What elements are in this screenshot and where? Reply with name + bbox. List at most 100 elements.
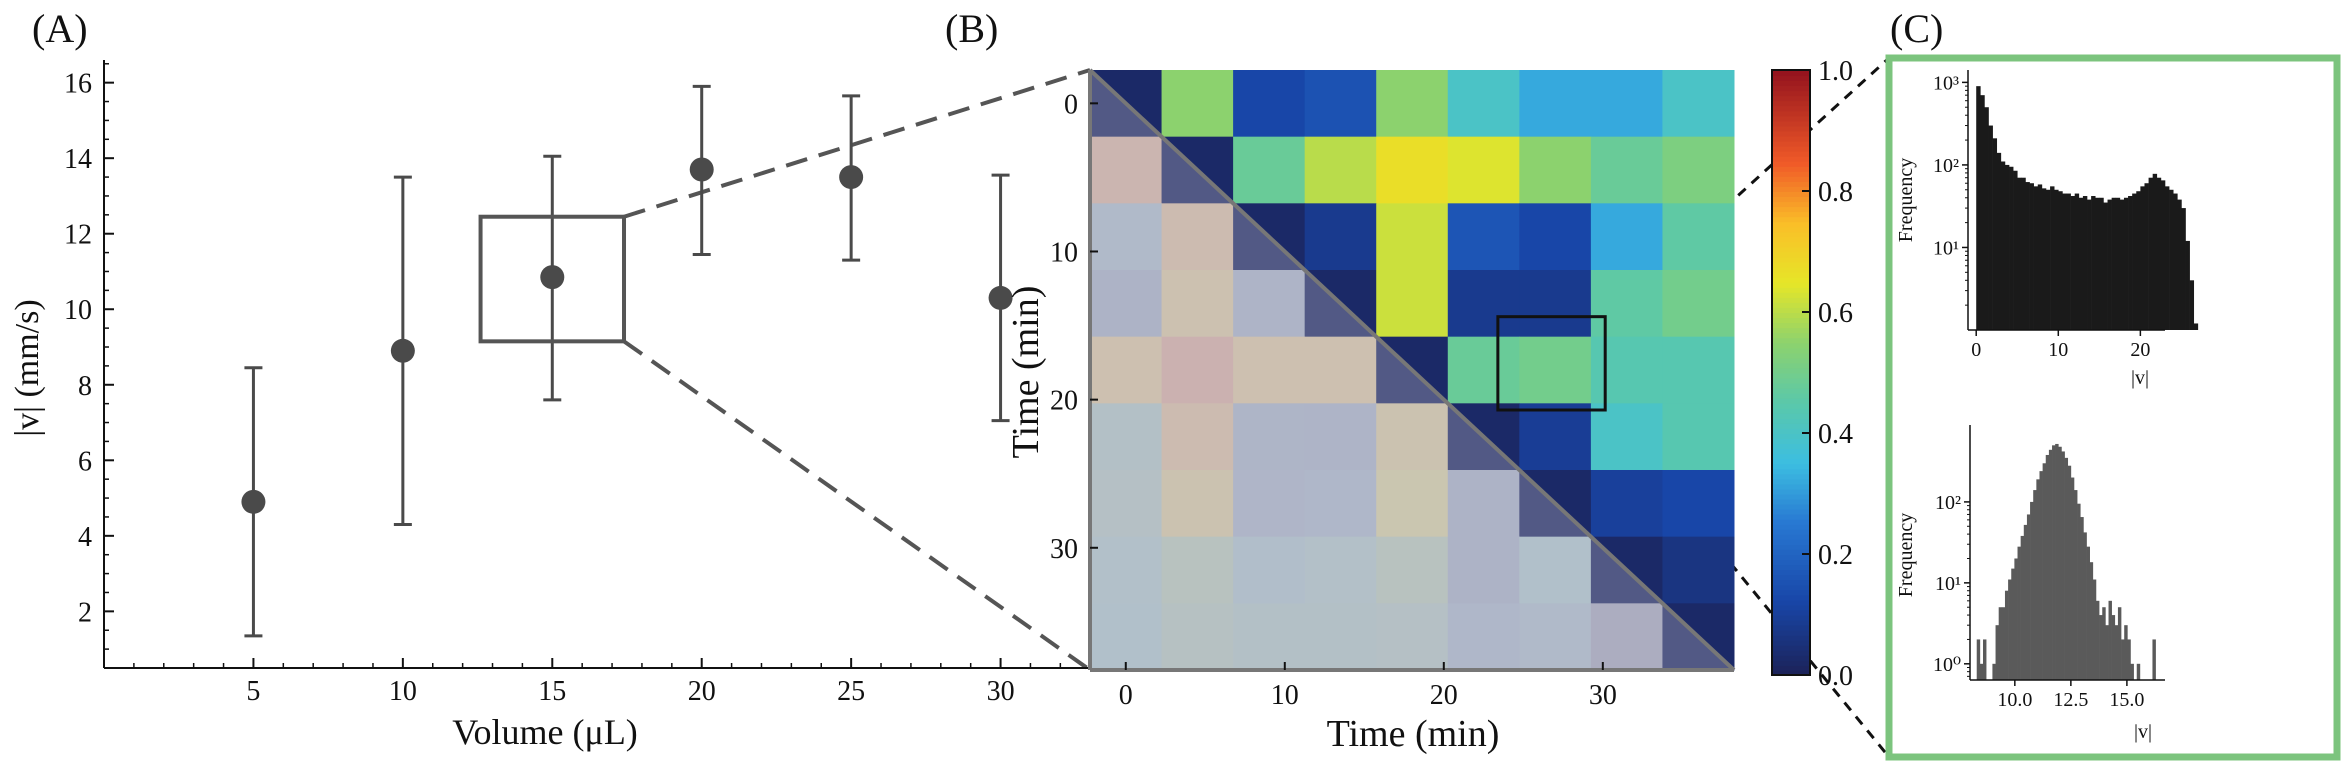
colorbar-segment (1772, 150, 1810, 157)
colorbar-segment (1772, 443, 1810, 450)
heatmap-cell (1662, 136, 1735, 204)
colorbar-segment (1772, 483, 1810, 490)
histogram-bar (1992, 663, 1996, 680)
histogram-bar (2048, 449, 2053, 680)
panel-b-y-tick-label: 20 (1050, 386, 1078, 417)
colorbar-segment (1772, 211, 1810, 218)
colorbar-segment (1772, 191, 1810, 198)
colorbar-segment (1772, 518, 1810, 525)
panel-b: (B) 0 10 20 30 0 10 20 30 Time (min) Time (min)… (945, 6, 1853, 755)
colorbar-segment (1772, 448, 1810, 455)
hist-x-tick-label: 15.0 (2109, 689, 2144, 711)
histogram-bar (2086, 546, 2090, 680)
colorbar-segment (1772, 352, 1810, 359)
colorbar-segment (1772, 664, 1810, 671)
histogram-bar (2083, 532, 2087, 680)
colorbar-segment (1772, 286, 1810, 293)
histogram-bar (2070, 196, 2076, 330)
colorbar-segment (1772, 554, 1810, 561)
histogram-bar (1984, 107, 1989, 330)
panel-b-y-tick-label: 30 (1050, 534, 1078, 565)
colorbar-segment (1772, 201, 1810, 208)
panel-b-label: (B) (945, 6, 998, 51)
histogram-bar (2020, 535, 2025, 680)
hist-y-tick-label: 10² (1935, 492, 1961, 514)
colorbar-segment (1772, 362, 1810, 369)
data-point (241, 489, 266, 514)
colorbar-segment (1772, 125, 1810, 132)
colorbar-segment (1772, 422, 1810, 429)
histogram-bar (2124, 625, 2128, 680)
heatmap-cell (1161, 336, 1234, 404)
histogram-bar (2021, 177, 2026, 330)
histogram-bar (2077, 503, 2081, 680)
colorbar-segment (1772, 659, 1810, 666)
data-point (839, 165, 864, 190)
colorbar-tick-label: 0.8 (1818, 177, 1853, 208)
colorbar-tick-label: 0.2 (1818, 540, 1853, 571)
colorbar-segment (1772, 528, 1810, 535)
heatmap-cell (1161, 70, 1234, 138)
colorbar-segment (1772, 322, 1810, 329)
colorbar-segment (1772, 327, 1810, 334)
heatmap-cell (1090, 270, 1163, 338)
heatmap-cell (1662, 70, 1735, 138)
colorbar-segment (1772, 584, 1810, 591)
heatmap-cell (1662, 470, 1735, 538)
histogram-bar (2089, 562, 2094, 680)
colorbar-segment (1772, 246, 1810, 253)
histogram-bar (2070, 477, 2075, 680)
colorbar-segment (1772, 236, 1810, 243)
colorbar-segment (1772, 377, 1810, 384)
histogram-bar (2013, 170, 2018, 330)
colorbar-segment (1772, 337, 1810, 344)
colorbar-segment (1772, 533, 1810, 540)
histogram-bar (1976, 86, 1981, 330)
colorbar-segment (1772, 75, 1810, 82)
histogram-bar (2004, 590, 2009, 680)
heatmap-cell (1590, 470, 1663, 538)
histogram-bar (1998, 607, 2003, 680)
colorbar-segment (1772, 80, 1810, 87)
histogram-top: 0 10 20 10¹ 10² 10³ (1933, 70, 2199, 361)
histogram-bar (2108, 600, 2112, 680)
histogram-bar (2025, 182, 2030, 330)
hist-x-tick-label: 12.5 (2053, 689, 2088, 711)
heatmap-cell (1233, 70, 1306, 138)
histogram-bar (2055, 443, 2059, 680)
colorbar-segment (1772, 160, 1810, 167)
colorbar-segment (1772, 312, 1810, 319)
colorbar-segment (1772, 493, 1810, 500)
colorbar-segment (1772, 216, 1810, 223)
colorbar-segment (1772, 332, 1810, 339)
heatmap-cell (1662, 336, 1735, 404)
colorbar-segment (1772, 427, 1810, 434)
connector-a-to-b-top (623, 68, 1091, 219)
hist-y-tick-label: 10⁰ (1933, 654, 1961, 676)
histogram-bar (2030, 501, 2034, 680)
colorbar-frame (1771, 69, 1811, 676)
panel-b-x-tick-label: 20 (1430, 680, 1458, 711)
heatmap-cell (1447, 203, 1520, 271)
colorbar-segment (1772, 619, 1810, 626)
histogram-bar (2042, 463, 2047, 680)
colorbar-segment (1772, 271, 1810, 278)
histogram-bar (1996, 152, 2002, 330)
histogram-bar (2095, 197, 2100, 330)
heatmap-cell (1161, 403, 1234, 471)
panel-a-y-tick-label: 6 (78, 446, 92, 477)
heatmap-cell (1519, 536, 1592, 604)
colorbar-segment (1772, 256, 1810, 263)
colorbar-segment (1772, 634, 1810, 641)
histogram-bar (2132, 193, 2137, 330)
heatmap-cell (1233, 536, 1306, 604)
heatmap-cell (1304, 336, 1377, 404)
colorbar-segment (1772, 624, 1810, 631)
histogram-bar (2014, 558, 2018, 680)
colorbar-segment (1772, 503, 1810, 510)
histogram-bar (1995, 625, 1999, 680)
heatmap-cell (1447, 270, 1520, 338)
heatmap-cell (1233, 336, 1306, 404)
colorbar-segment (1772, 301, 1810, 308)
histogram-bar (2000, 161, 2006, 330)
